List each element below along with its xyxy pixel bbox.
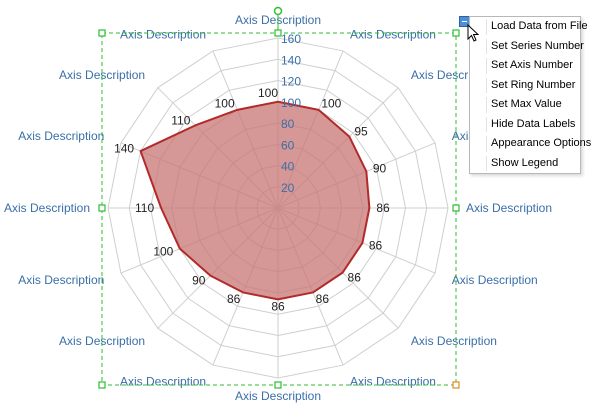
axis-label: Axis Description [4, 201, 90, 215]
data-label: 95 [354, 125, 368, 139]
data-label: 86 [316, 292, 330, 306]
data-label: 86 [271, 299, 285, 313]
tick-label: 140 [281, 53, 301, 67]
data-label: 100 [258, 86, 278, 100]
resize-handle[interactable] [274, 381, 282, 389]
tick-label: 60 [281, 138, 295, 152]
menu-item-show-legend[interactable]: Show Legend [470, 154, 580, 174]
axis-label: Axis Description [120, 375, 206, 389]
resize-handle[interactable] [274, 29, 282, 37]
tick-label: 120 [281, 75, 301, 89]
radar-series [139, 100, 371, 301]
resize-handle[interactable] [452, 29, 460, 37]
radar-tick-labels: 20 40 60 80 100 120 140 160 [281, 32, 301, 195]
selection-box[interactable] [98, 6, 460, 389]
tick-label: 40 [281, 160, 295, 174]
tick-label: 100 [281, 96, 301, 110]
data-label: 90 [373, 162, 387, 176]
resize-handle[interactable] [98, 29, 106, 37]
resize-handle[interactable] [98, 204, 106, 212]
data-label: 100 [153, 244, 173, 258]
axis-label: Axis Description [466, 201, 552, 215]
menu-item-set-series-number[interactable]: Set Series Number [470, 37, 584, 57]
menu-item-set-max-value[interactable]: Set Max Value [470, 95, 580, 115]
tick-label: 80 [281, 117, 295, 131]
menu-item-set-ring-number[interactable]: Set Ring Number [470, 76, 580, 96]
data-label: 140 [114, 141, 134, 155]
axis-label: Axis Description [18, 129, 104, 143]
context-menu: Load Data from File Set Series Number Se… [469, 16, 591, 174]
resize-handle-corner[interactable] [452, 381, 460, 389]
resize-handle[interactable] [98, 381, 106, 389]
axis-label: Axis Description [350, 27, 436, 41]
data-label: 100 [321, 96, 341, 110]
menu-item-set-axis-number[interactable]: Set Axis Number [470, 56, 580, 76]
data-label: 110 [171, 113, 190, 127]
axis-label: Axis Description [18, 273, 104, 287]
tick-label: 160 [281, 32, 301, 46]
series-area [139, 100, 371, 301]
data-label: 86 [369, 239, 383, 253]
data-label: 100 [215, 96, 235, 110]
menu-item-load-data[interactable]: Load Data from File [470, 17, 588, 37]
rotate-handle[interactable] [273, 6, 283, 16]
axis-label: Axis Description [350, 375, 436, 389]
axis-label: Axis Description [59, 334, 145, 348]
data-label: 86 [227, 292, 241, 306]
axis-label: Axis Description [235, 389, 321, 403]
axis-label: Axis Description [59, 68, 145, 82]
axis-label: Axis Description [411, 334, 497, 348]
data-label: 110 [135, 201, 154, 215]
pointer-cursor-icon [467, 24, 480, 42]
data-label: 90 [192, 274, 206, 288]
axis-label: Axis Description [452, 273, 538, 287]
axis-label: Axis Description [120, 27, 206, 41]
menu-item-hide-data-labels[interactable]: Hide Data Labels [470, 115, 580, 135]
data-label: 86 [376, 201, 390, 215]
menu-item-appearance-options[interactable]: Appearance Options [470, 134, 591, 154]
data-label: 86 [348, 271, 362, 285]
resize-handle[interactable] [452, 204, 460, 212]
tick-label: 20 [281, 181, 295, 195]
